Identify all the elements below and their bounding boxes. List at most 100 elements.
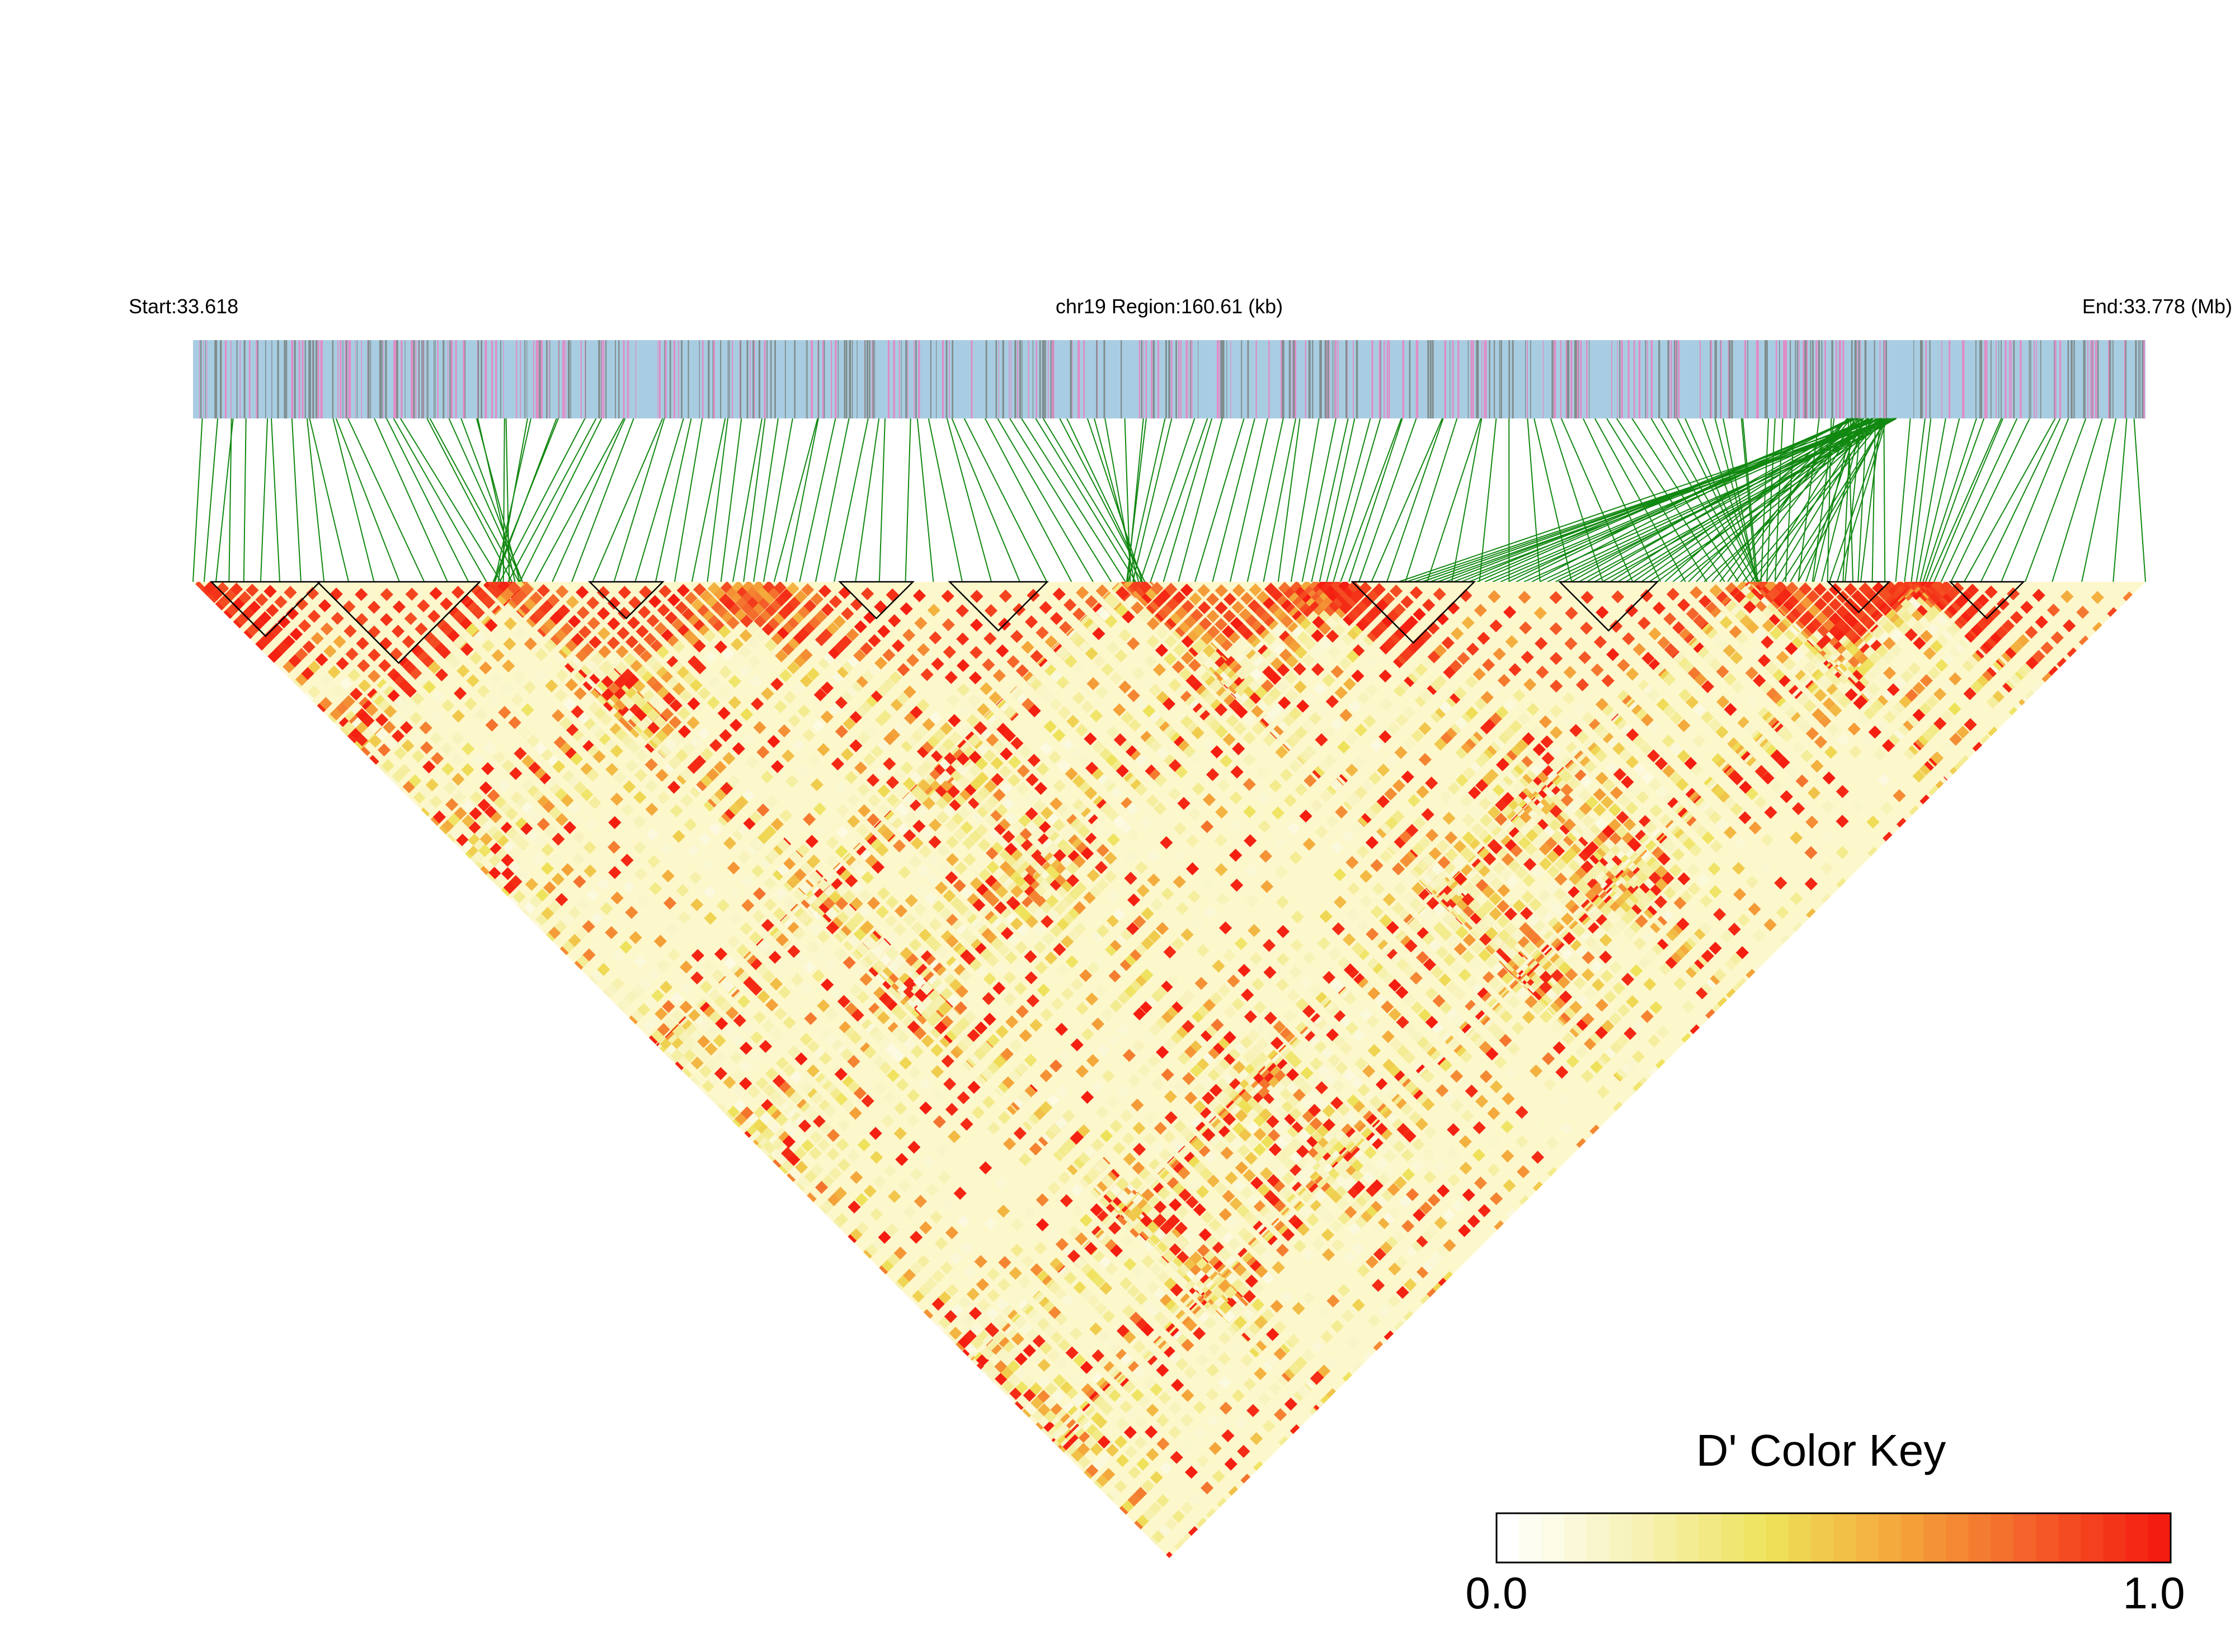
ld-cell [653,934,667,948]
ld-cell [1060,1381,1073,1394]
ld-cell [647,968,661,982]
ld-cell [537,795,550,808]
snp-connector [592,418,664,582]
snp-connector [707,418,728,582]
ld-cell [826,1128,840,1142]
ld-cell [931,1297,945,1311]
ld-cell [441,763,455,776]
ld-cell [487,789,500,802]
ld-cell [472,752,485,766]
ld-cell [1017,1395,1031,1408]
ld-cell [526,828,540,842]
snp-connector [1094,418,1140,582]
ld-cell [1164,1517,1178,1531]
ld-cell [368,670,381,683]
ld-cell [543,881,557,895]
ld-cell [1047,1349,1060,1362]
ld-cell [483,741,497,754]
ld-cell [1060,1425,1073,1439]
ld-cell [494,860,508,873]
ld-cell [804,1170,817,1183]
snp-connector [1550,418,1603,582]
ld-cell [1156,1437,1170,1451]
ld-cell [995,1297,1009,1311]
ld-cell [931,1269,945,1283]
snp-connector [773,418,818,582]
ld-cell [665,1043,679,1057]
ld-cell [766,1104,780,1118]
ld-cell [680,961,693,974]
ld-cell [441,699,455,712]
snp-connector [1531,418,1853,582]
ld-cell [361,727,375,741]
ld-cell [408,774,422,788]
snp-connector [855,418,880,582]
ld-cell [605,983,619,996]
ld-cell [308,685,321,699]
ld-cell [1037,1375,1050,1388]
ld-cell [750,1031,764,1044]
ld-cell [815,1180,829,1194]
ld-cell [1026,1328,1039,1342]
ld-cell [356,637,369,650]
ld-cell [963,1329,977,1343]
ld-cell [411,692,425,705]
ld-cell [811,1163,824,1176]
ld-cell [731,1084,745,1098]
ld-cell [582,920,595,933]
ld-cell [741,1022,755,1036]
ld-cell [713,1034,726,1047]
ld-cell [440,742,454,756]
ld-cell [738,1060,752,1074]
snp-connector [399,418,502,582]
ld-cell [1126,1406,1139,1420]
ld-cell [671,1009,684,1022]
ld-cell [891,1280,905,1293]
ld-cell [951,1303,964,1317]
ld-cell [453,790,466,804]
ld-cell [451,709,465,723]
snp-connector [215,418,234,582]
ld-cell [798,1119,812,1133]
ld-cell [1037,1390,1050,1403]
snp-connector [1895,418,1911,582]
ld-cell [702,959,716,973]
ld-cell [848,1200,861,1214]
snp-connector [1704,418,1883,582]
snp-connector [1126,418,1147,582]
ld-cell [320,622,333,636]
ld-cell [871,1237,885,1250]
ld-cell [1073,1354,1086,1367]
ld-cell [318,599,332,613]
ld-cell [1048,1306,1062,1319]
ld-cell [977,1298,991,1312]
snp-connector [1919,418,1960,582]
snp-connector [1427,418,1481,582]
ld-cell [1055,1357,1068,1370]
ld-cell [794,1160,808,1174]
ld-cell [255,593,269,606]
ld-cell [789,1091,802,1104]
ld-cell [238,591,252,604]
ld-cell [423,801,436,815]
ld-cell [419,721,432,735]
ld-cell [548,806,562,820]
snp-connector [203,418,219,582]
ld-cell [374,695,387,708]
ld-cell [893,1246,907,1260]
ld-cell [680,982,693,995]
ld-cell [1180,1502,1194,1515]
ld-cell [500,802,513,815]
ld-cell [1100,1402,1114,1416]
ld-cell [275,641,289,655]
ld-cell [319,696,332,710]
snp-connector [1277,418,1301,582]
ld-cell [782,1135,796,1149]
ld-cell [596,877,610,891]
snp-connector [1664,418,1849,582]
snp-connector [571,418,634,582]
ld-cell [1096,1377,1109,1390]
ld-cell [938,1291,952,1304]
ld-cell [964,1342,978,1356]
